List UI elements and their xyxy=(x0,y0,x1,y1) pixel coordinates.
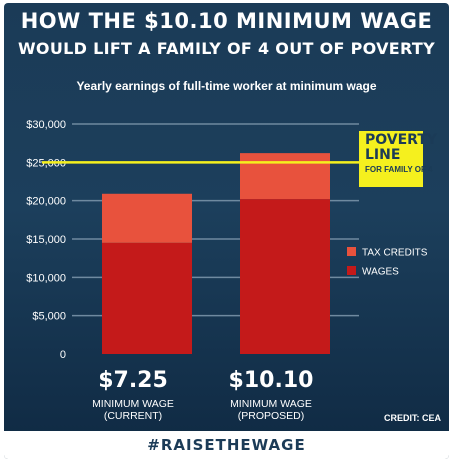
bar-tax-credits xyxy=(102,193,192,243)
legend-swatch xyxy=(347,247,356,256)
infographic-card: HOW THE $10.10 MINIMUM WAGE WOULD LIFT A… xyxy=(4,3,449,459)
poverty-line-title: POVERTY LINE xyxy=(365,132,438,163)
y-tick-label: $30,000 xyxy=(26,119,66,131)
bar-wages xyxy=(240,199,330,354)
y-tick-label: $5,000 xyxy=(32,311,66,323)
y-tick-label: 0 xyxy=(60,349,66,361)
legend-label: TAX CREDITS xyxy=(362,248,428,259)
hashtag-bar: #RAISETHEWAGE xyxy=(4,431,449,459)
sub-headline: WOULD LIFT A FAMILY OF 4 OUT OF POVERTY xyxy=(17,39,435,58)
bar-chart: 0$5,000$10,000$15,000$20,000$25,000$30,0… xyxy=(26,119,428,361)
headline: HOW THE $10.10 MINIMUM WAGE xyxy=(20,9,433,33)
credit-text: CREDIT: CEA xyxy=(384,413,442,423)
chart-title: Yearly earnings of full-time worker at m… xyxy=(76,79,377,93)
poverty-line-label: POVERTY LINE FOR FAMILY OF 4 xyxy=(359,131,438,187)
category-value-current: $7.25 xyxy=(98,368,168,393)
legend-label: WAGES xyxy=(362,267,399,278)
y-tick-label: $20,000 xyxy=(26,196,66,208)
y-tick-label: $10,000 xyxy=(26,272,66,284)
y-tick-label: $15,000 xyxy=(26,234,66,246)
bar-wages xyxy=(102,242,192,354)
bar-tax-credits xyxy=(240,153,330,200)
legend-swatch xyxy=(347,266,356,275)
category-label-current: MINIMUM WAGE (CURRENT) xyxy=(92,398,174,422)
hashtag-text: #RAISETHEWAGE xyxy=(147,436,306,454)
category-value-proposed: $10.10 xyxy=(228,368,314,393)
poverty-line-sublabel: FOR FAMILY OF 4 xyxy=(365,165,433,174)
category-label-proposed: MINIMUM WAGE (PROPOSED) xyxy=(230,398,312,422)
